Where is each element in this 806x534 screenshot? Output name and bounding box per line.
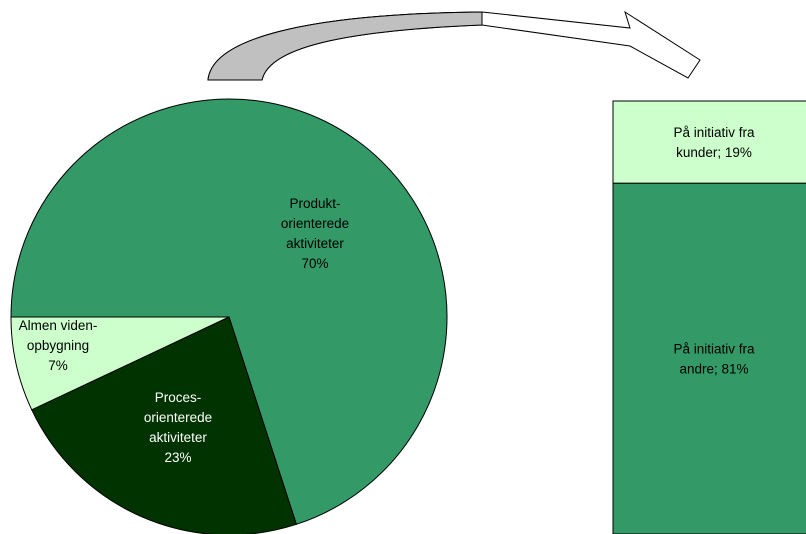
bar-segment-andre-81: [612, 182, 806, 534]
bar-label-kunder-19: På initiativ fra kunder; 19%: [673, 125, 755, 160]
pie-label-proces: Proces-orienterede aktiviteter 23%: [144, 390, 212, 465]
pie-slice-almen-viden: [10, 316, 230, 411]
pie-slice-proces: [31, 316, 297, 534]
connector-arrow-gray-face-top: [207, 11, 483, 81]
pie-slice-produkt: [10, 98, 448, 525]
connector-arrow: [207, 10, 701, 81]
pie-chart: Produkt-orienterede aktiviteter 70% Proces-…: [10, 98, 448, 534]
stacked-bar-chart: På initiativ fra kunder; 19% På initiativ …: [612, 100, 806, 534]
bar-label-andre-81: På initiativ fra andre; 81%: [673, 342, 755, 377]
bar-segment-kunder-19: [612, 100, 806, 184]
pie-label-almen-viden: Almen viden-opbygning 7%: [19, 318, 98, 373]
pie-label-produkt: Produkt-orienterede aktiviteter 70%: [281, 196, 349, 271]
